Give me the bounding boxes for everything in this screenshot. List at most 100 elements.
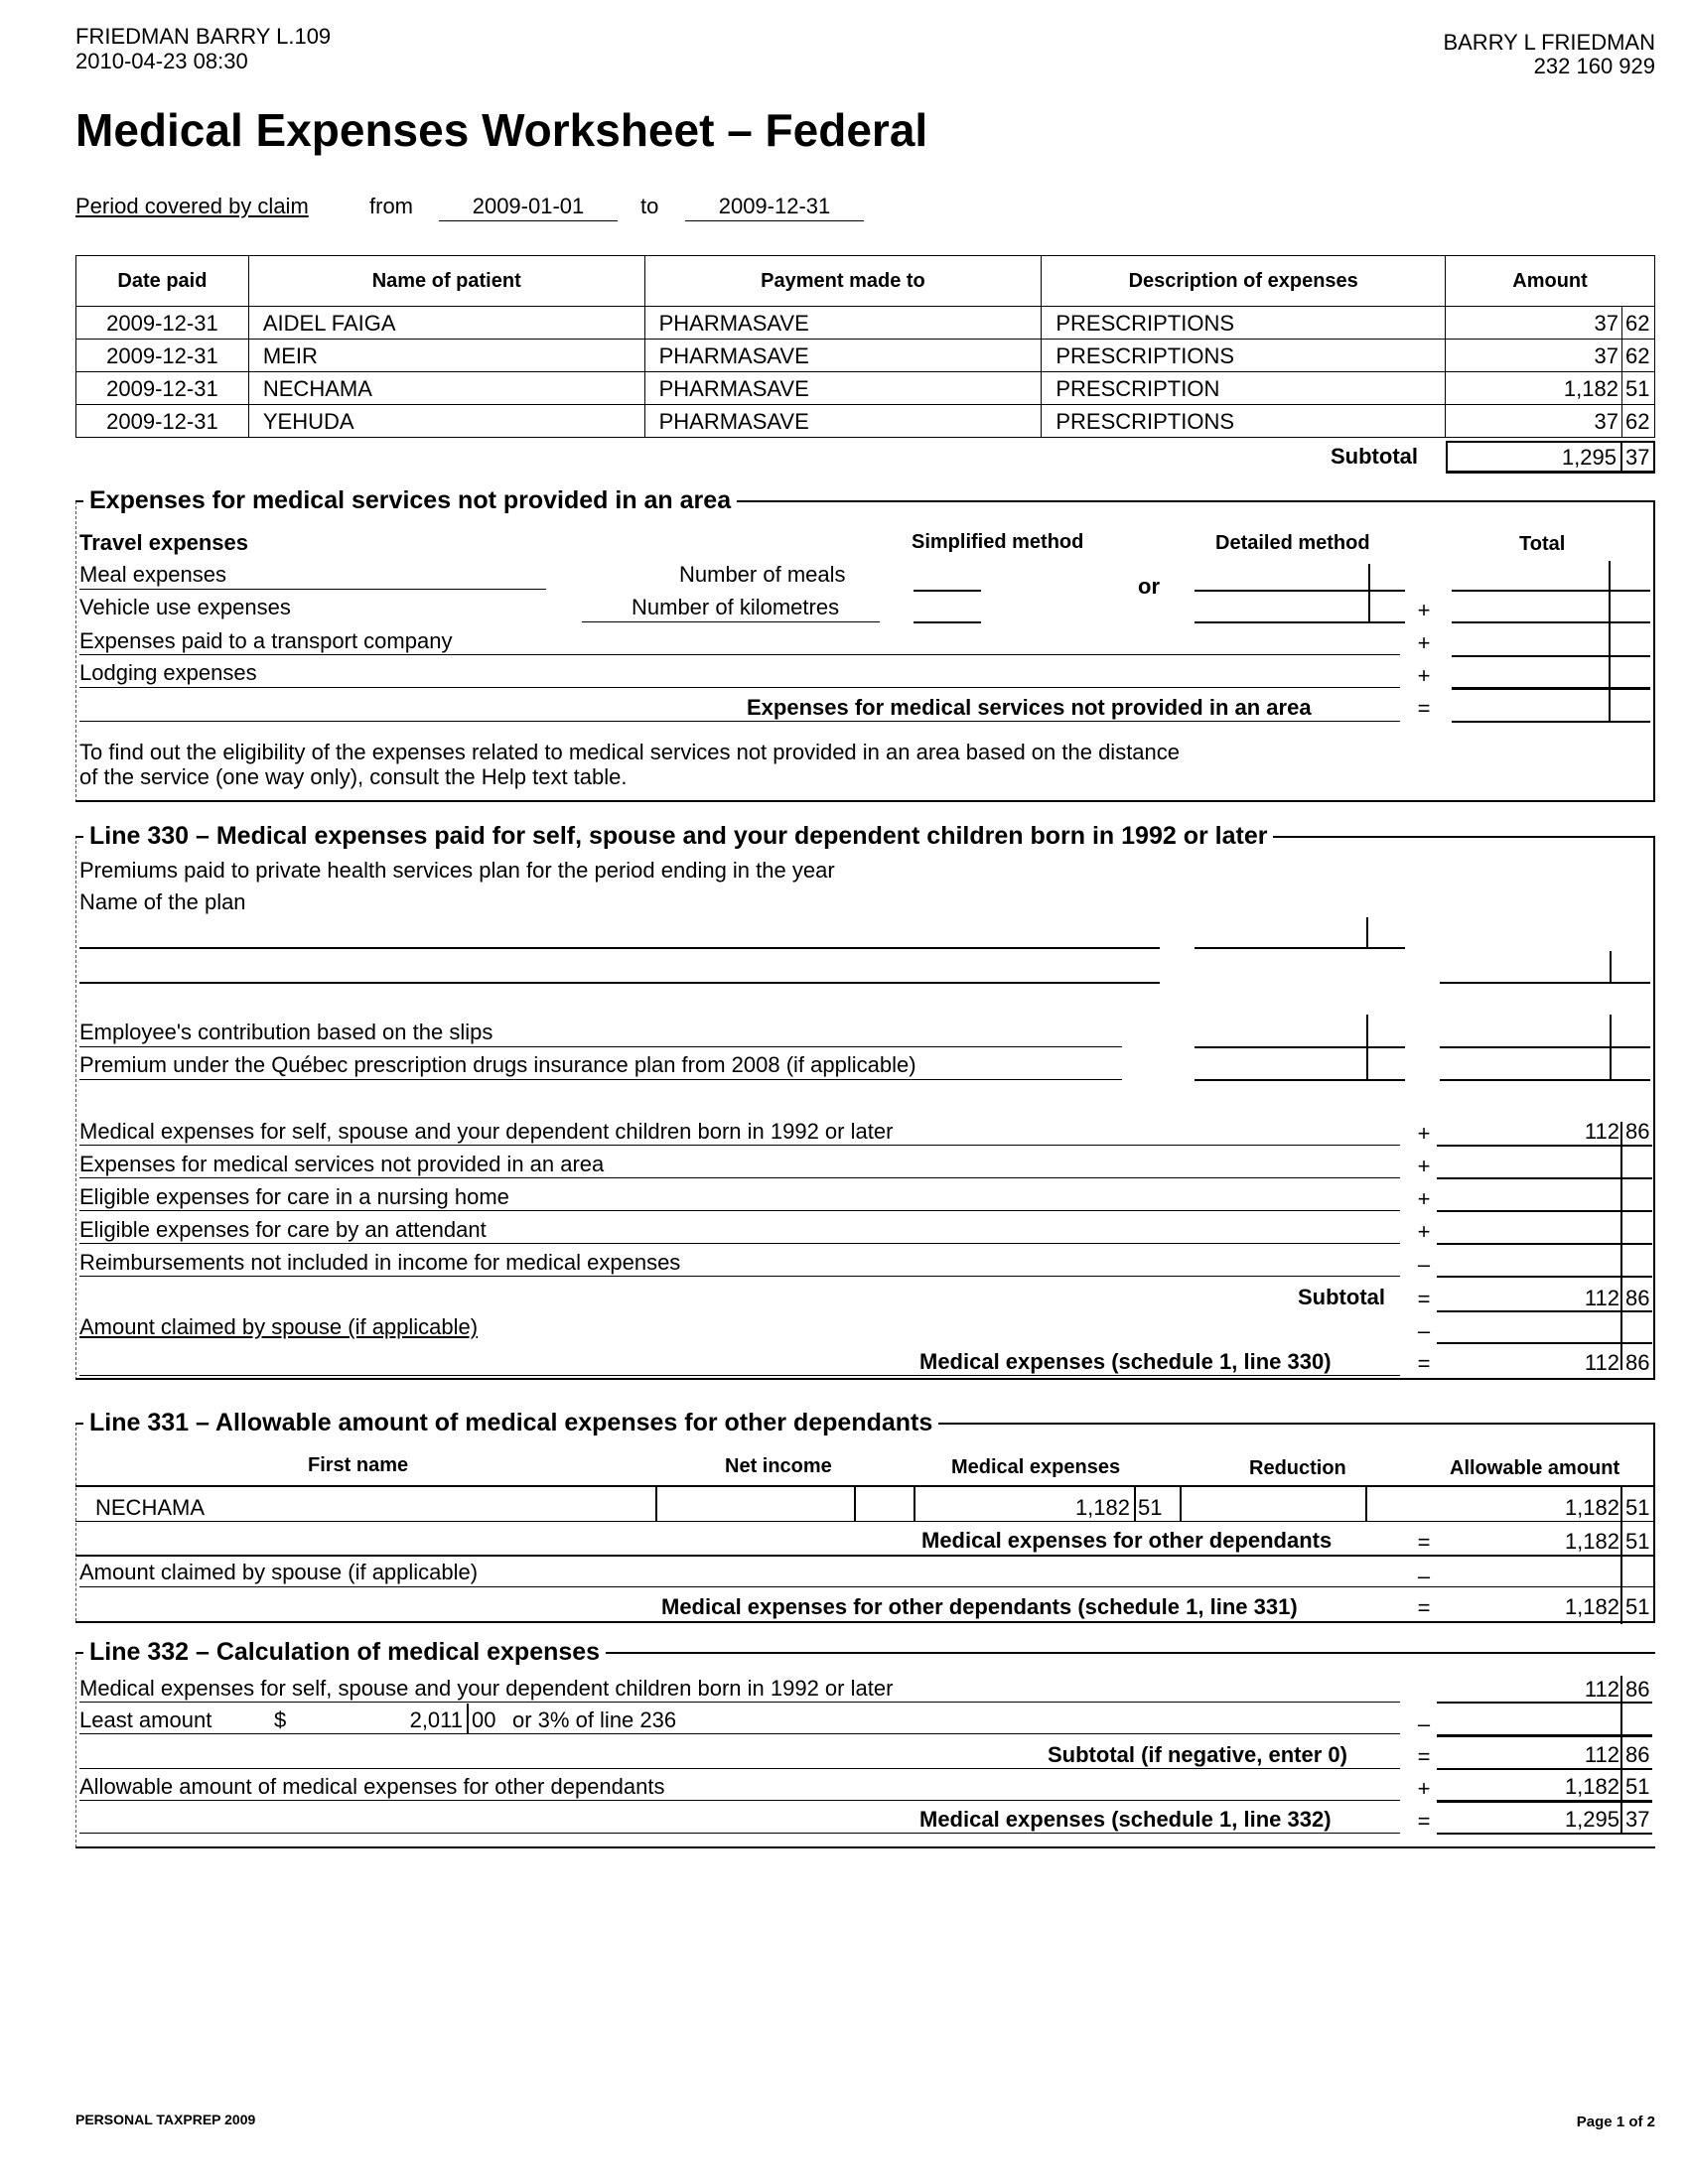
least-suffix: or 3% of line 236 [512,1707,677,1732]
plan-name-label: Name of the plan [79,889,246,914]
date-cell[interactable]: 2009-12-31 [75,306,249,340]
l332-result-cents: 37 [1625,1807,1650,1832]
plan-name-input[interactable] [79,947,1160,949]
km-input[interactable] [914,621,981,623]
dependant-allow-dollars: 1,182 [1564,1495,1619,1520]
l330-item-label: Expenses for medical services not provid… [79,1152,605,1176]
l331-result-label: Medical expenses for other dependants (s… [661,1594,1298,1619]
l330-spouse-label: Amount claimed by spouse (if applicable) [79,1314,479,1339]
detailed-label: Detailed method [1215,532,1370,554]
payee-cell[interactable]: PHARMASAVE [643,371,1043,405]
dependant-name[interactable]: NECHAMA [95,1495,206,1520]
period-label: Period covered by claim [75,194,309,218]
l330-result-cents: 86 [1625,1350,1650,1375]
l330-result-label: Medical expenses (schedule 1, line 330) [919,1349,1332,1374]
l332-allowable-cents: 51 [1625,1774,1650,1799]
description-cell[interactable]: PRESCRIPTION [1041,371,1447,405]
col-medical-expenses: Medical expenses [951,1456,1121,1478]
subtotal-cents: 37 [1625,445,1650,470]
item-underline [79,1145,1400,1146]
l330-item-label: Medical expenses for self, spouse and yo… [79,1119,894,1144]
area-note-2: of the service (one way only), consult t… [79,764,628,789]
meals-input[interactable] [914,590,981,592]
amount-underline [1437,1145,1652,1147]
quebec-label: Premium under the Québec prescription dr… [79,1052,916,1077]
l331-spouse-label: Amount claimed by spouse (if applicable) [79,1560,479,1584]
l330-item-label: Eligible expenses for care by an attenda… [79,1217,487,1242]
l332-self-cents: 86 [1625,1677,1650,1702]
patient-cell[interactable]: YEHUDA [247,404,645,438]
operator: + [1417,1219,1431,1244]
employee-label: Employee's contribution based on the sli… [79,1020,493,1044]
l332-self-dollars: 112 [1584,1677,1619,1702]
currency-symbol: $ [274,1707,287,1732]
amount-cents-cell[interactable]: 62 [1620,306,1656,340]
l330-item-label: Eligible expenses for care in a nursing … [79,1184,509,1209]
l330-item-label: Reimbursements not included in income fo… [79,1250,681,1275]
col-reduction: Reduction [1249,1457,1346,1479]
operator: + [1417,1186,1431,1211]
patient-cell[interactable]: AIDEL FAIGA [247,306,645,340]
meal-detailed-input[interactable] [1195,590,1405,592]
col-amount: Amount [1445,255,1655,307]
meal-label: Meal expenses [79,562,226,587]
total-label: Total [1519,533,1566,555]
l331-result-cents: 51 [1625,1594,1650,1619]
patient-cell[interactable]: MEIR [247,339,645,372]
dependant-med-dollars[interactable]: 1,182 [1074,1495,1130,1520]
table-header: Date paid Name of patient Payment made t… [75,255,1655,307]
amount-dollars-cell[interactable]: 37 [1445,404,1622,438]
l331-total-cents: 51 [1625,1529,1650,1554]
from-label: from [369,194,413,218]
amount-cents-cell[interactable]: 51 [1620,371,1656,405]
l331-total-label: Medical expenses for other dependants [921,1528,1333,1553]
dependant-allow-cents: 51 [1625,1495,1650,1520]
table-row: 2009-12-31 AIDEL FAIGA PHARMASAVE PRESCRIPT… [75,306,1656,340]
timestamp: 2010-04-23 08:30 [75,49,248,73]
vehicle-detailed-input[interactable] [1195,621,1405,623]
to-label: to [640,194,659,218]
description-cell[interactable]: PRESCRIPTIONS [1041,404,1447,438]
km-label: Number of kilometres [632,595,840,619]
l330-item-dollars[interactable]: 112 [1584,1119,1619,1144]
plan-name-input-2[interactable] [79,982,1160,984]
operator: + [1417,1121,1431,1146]
or-label: or [1138,574,1160,599]
col-net-income: Net income [725,1455,832,1477]
date-cell[interactable]: 2009-12-31 [75,404,249,438]
l330-subtotal-cents: 86 [1625,1286,1650,1310]
payee-cell[interactable]: PHARMASAVE [643,339,1043,372]
col-patient: Name of patient [247,255,645,307]
amount-cents-cell[interactable]: 62 [1620,339,1656,372]
l332-allowable-dollars: 1,182 [1564,1774,1619,1799]
payee-cell[interactable]: PHARMASAVE [643,306,1043,340]
page-number: Page 1 of 2 [1576,2114,1655,2130]
period-to[interactable]: 2009-12-31 [685,196,864,221]
patient-cell[interactable]: NECHAMA [247,371,645,405]
date-cell[interactable]: 2009-12-31 [75,371,249,405]
l330-subtotal-dollars: 112 [1584,1286,1619,1310]
l330-item-cents[interactable]: 86 [1625,1119,1650,1144]
description-cell[interactable]: PRESCRIPTIONS [1041,306,1447,340]
file-id: FRIEDMAN BARRY L.109 [75,24,332,49]
description-cell[interactable]: PRESCRIPTIONS [1041,339,1447,372]
least-dollars: 2,011 [409,1707,463,1732]
date-cell[interactable]: 2009-12-31 [75,339,249,372]
l332-title: Line 332 – Calculation of medical expens… [83,1640,607,1665]
amount-cents-cell[interactable]: 62 [1620,404,1656,438]
item-underline [79,1210,1400,1211]
dependant-med-cents[interactable]: 51 [1138,1495,1163,1520]
amount-dollars-cell[interactable]: 37 [1445,339,1622,372]
amount-dollars-cell[interactable]: 1,182 [1445,371,1622,405]
software-label: PERSONAL TAXPREP 2009 [75,2112,256,2127]
operator: – [1417,1252,1431,1277]
l332-result-label: Medical expenses (schedule 1, line 332) [919,1807,1332,1832]
amount-dollars-cell[interactable]: 37 [1445,306,1622,340]
simplified-label: Simplified method [912,531,1084,553]
col-description: Description of expenses [1041,255,1447,307]
dependant-row [75,1485,1655,1522]
payee-cell[interactable]: PHARMASAVE [643,404,1043,438]
l332-subtotal-label: Subtotal (if negative, enter 0) [1048,1742,1347,1767]
l332-self-label: Medical expenses for self, spouse and yo… [79,1676,894,1701]
period-from[interactable]: 2009-01-01 [439,196,618,221]
